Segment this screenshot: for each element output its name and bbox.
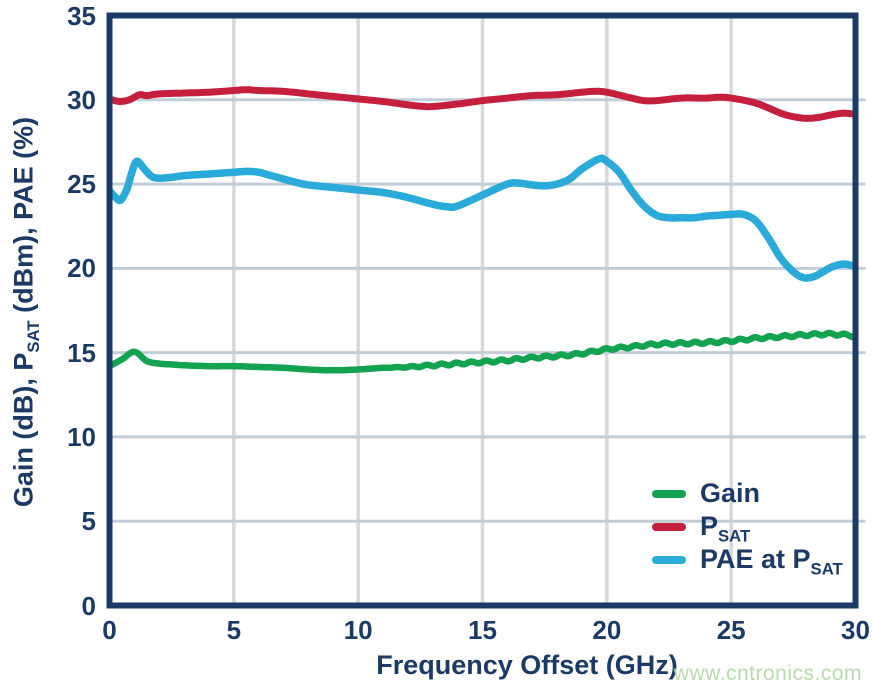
y-tick-label: 10 bbox=[67, 421, 96, 452]
x-tick-label: 5 bbox=[226, 615, 242, 645]
x-tick-label: 15 bbox=[468, 615, 497, 645]
x-tick-label: 30 bbox=[841, 615, 870, 645]
x-tick-label: 20 bbox=[592, 615, 622, 645]
y-tick-label: 20 bbox=[67, 253, 96, 284]
x-tick-label: 10 bbox=[343, 615, 373, 645]
legend: Gain PSAT PAE at PSAT bbox=[652, 477, 843, 579]
legend-label-psat: PSAT bbox=[700, 511, 751, 546]
legend-label-gain: Gain bbox=[700, 478, 761, 508]
x-tick-label: 25 bbox=[716, 615, 746, 645]
psat-curve bbox=[109, 86, 856, 122]
watermark: www.cntronics.com bbox=[673, 662, 862, 685]
legend-item-pae: PAE at PSAT bbox=[652, 543, 843, 579]
legend-marker-psat bbox=[652, 522, 686, 531]
y-tick-label: 15 bbox=[67, 337, 96, 368]
gain-curve bbox=[109, 329, 856, 374]
x-tick-label: 0 bbox=[102, 615, 117, 645]
y-tick-label: 0 bbox=[81, 590, 96, 621]
legend-label-pae: PAE at PSAT bbox=[700, 544, 843, 579]
y-tick-label: 25 bbox=[67, 169, 96, 200]
x-axis-title: Frequency Offset (GHz) bbox=[376, 650, 678, 680]
y-tick-label: 35 bbox=[67, 0, 96, 31]
legend-marker-pae bbox=[652, 555, 686, 564]
legend-item-psat: PSAT bbox=[652, 510, 843, 546]
y-tick-label: 30 bbox=[67, 84, 96, 115]
plot-frame bbox=[106, 12, 859, 609]
legend-item-gain: Gain bbox=[652, 477, 843, 510]
y-tick-label: 5 bbox=[81, 506, 96, 537]
legend-marker-gain bbox=[652, 489, 686, 498]
pae-curve bbox=[109, 154, 856, 282]
